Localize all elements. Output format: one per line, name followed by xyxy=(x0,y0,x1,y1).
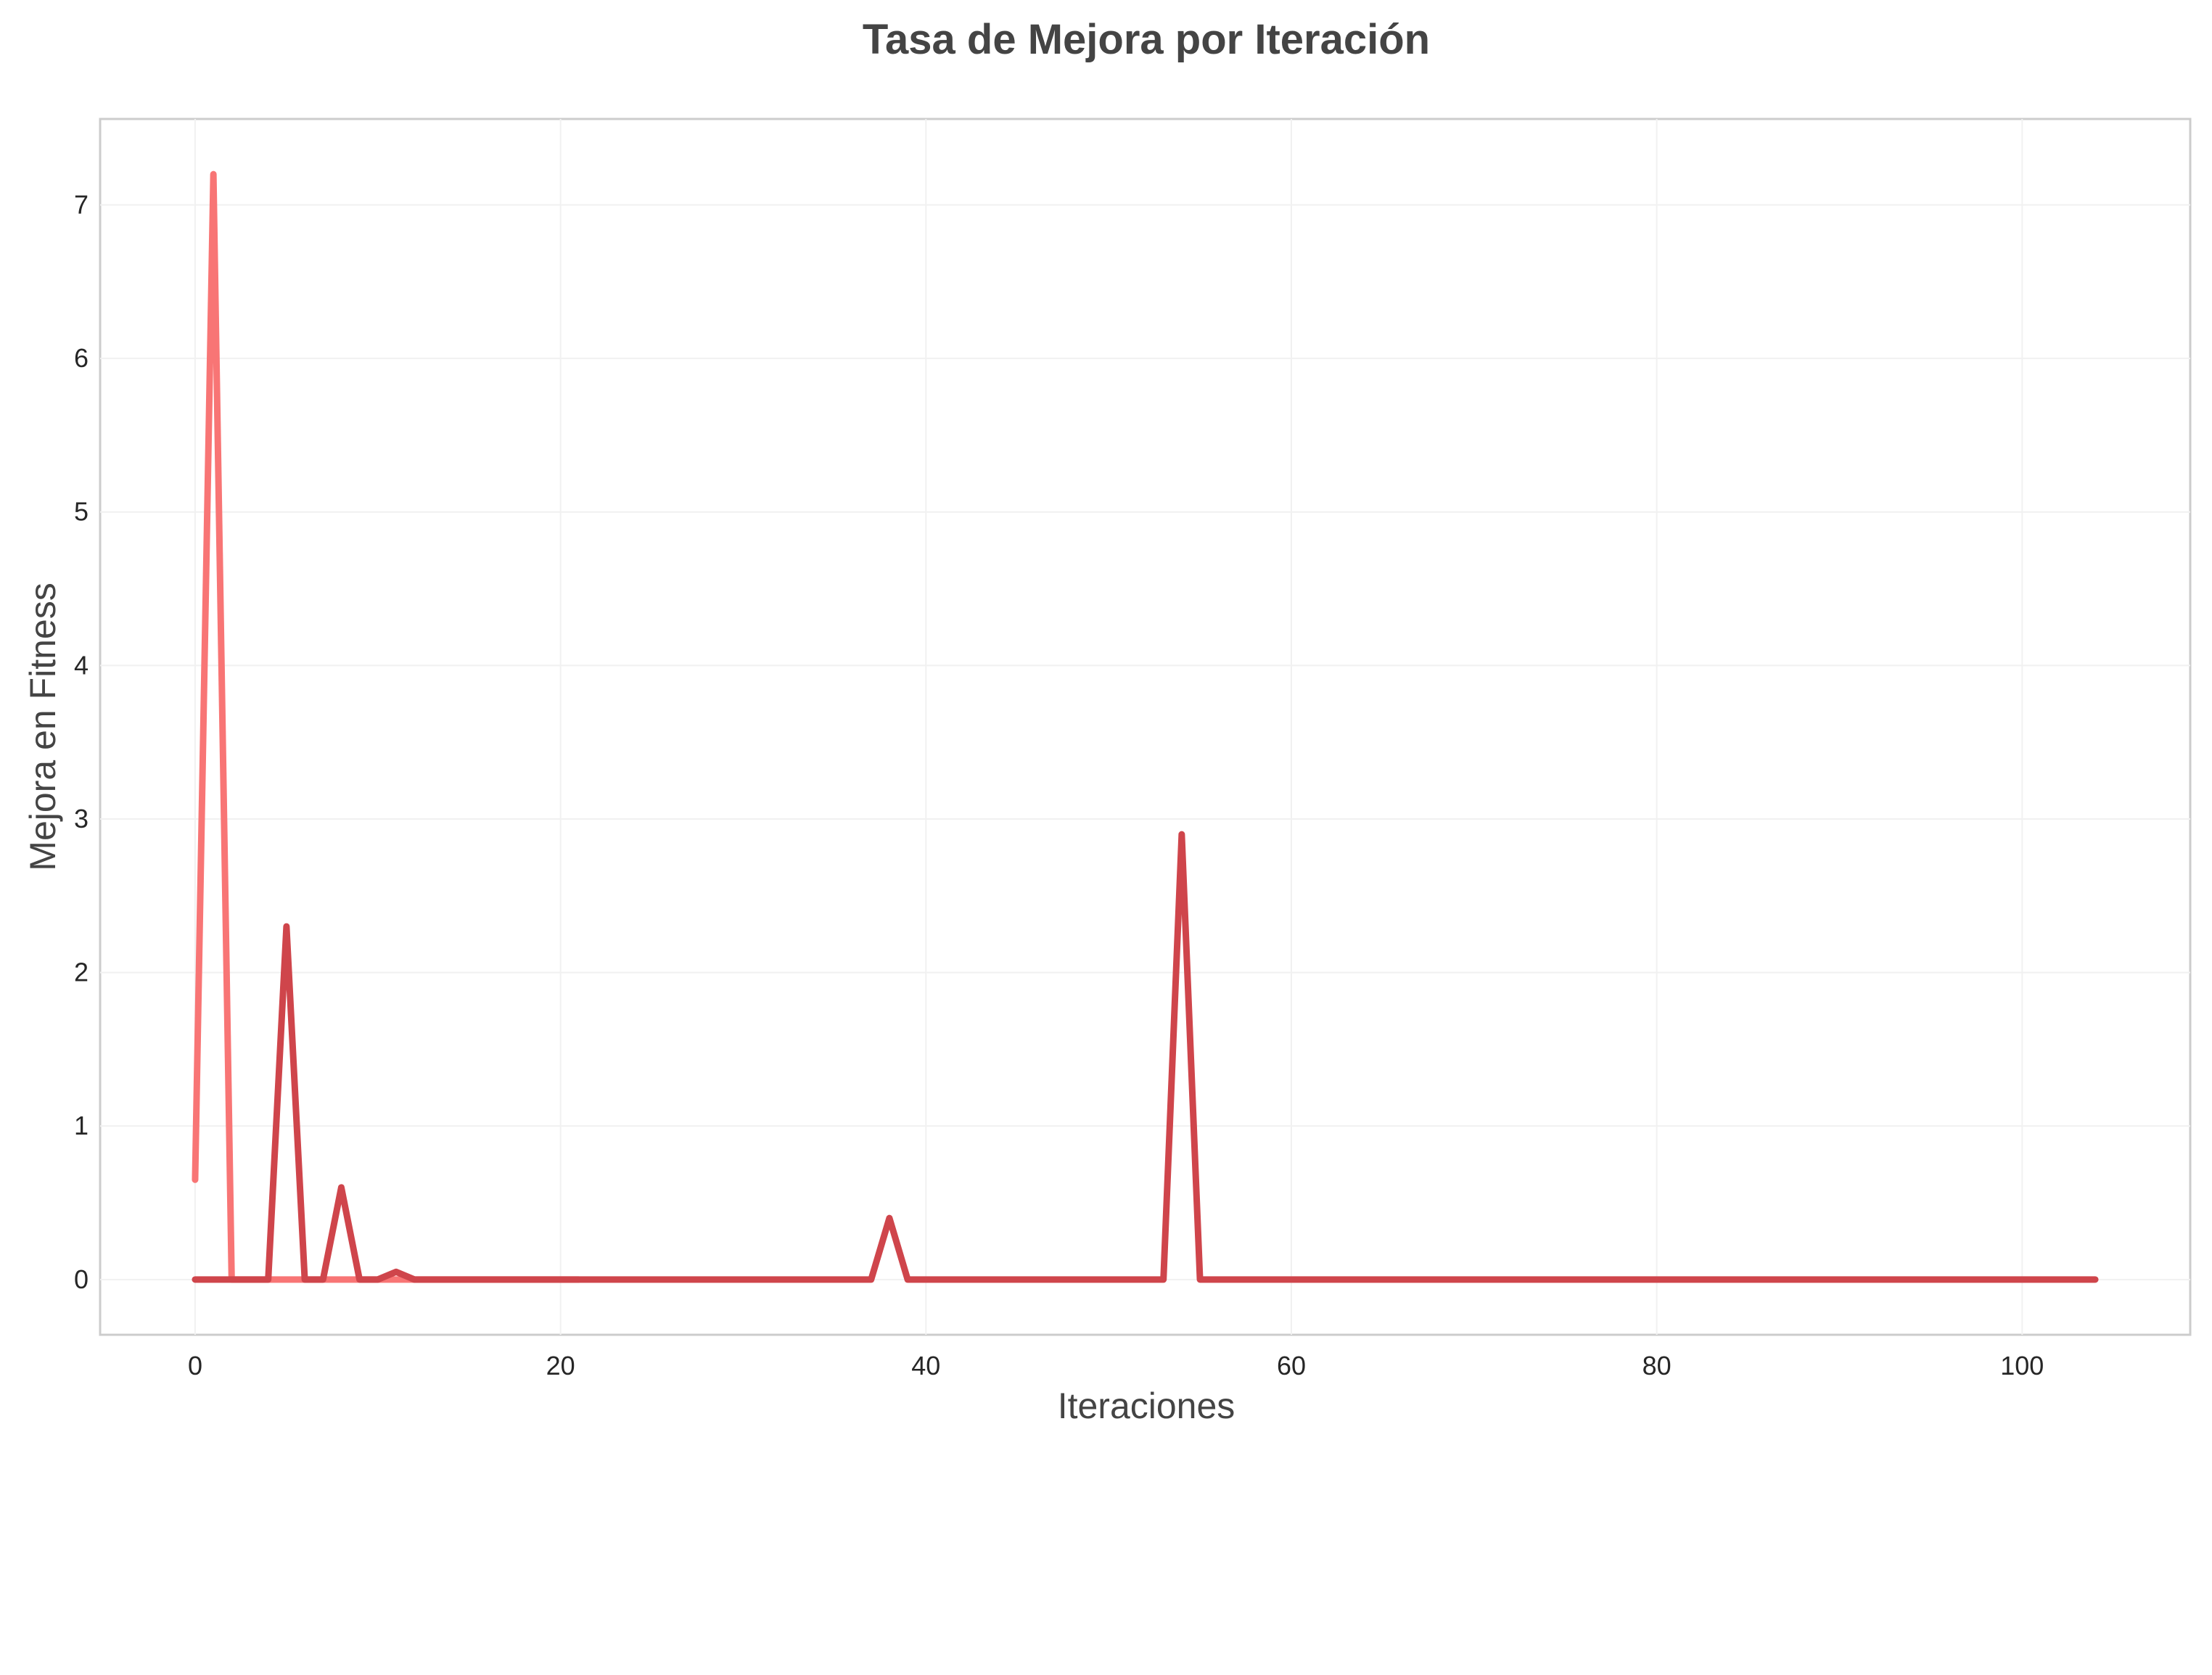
series-line-2 xyxy=(192,831,2099,1283)
grid-lines xyxy=(100,119,2190,1335)
x-tick-label: 40 xyxy=(911,1351,940,1380)
x-tick-label: 20 xyxy=(546,1351,575,1380)
y-tick-label: 2 xyxy=(74,958,89,987)
y-tick-label: 3 xyxy=(74,804,89,834)
x-tick-label: 60 xyxy=(1277,1351,1306,1380)
y-tick-label: 0 xyxy=(74,1264,89,1294)
plot-area xyxy=(99,118,2192,1336)
y-tick-label: 1 xyxy=(74,1111,89,1140)
y-axis-label: Mejora en Fitness xyxy=(22,583,63,871)
chart-title: Tasa de Mejora por Iteración xyxy=(863,16,1430,63)
y-tick-label: 7 xyxy=(74,190,89,220)
y-tick-label: 4 xyxy=(74,650,89,680)
axis-ticks: 0 20 40 60 80 100 0 1 2 3 4 5 6 7 xyxy=(74,190,2044,1380)
y-tick-label: 6 xyxy=(74,343,89,373)
x-axis-label: Iteraciones xyxy=(1058,1386,1235,1426)
y-tick-label: 5 xyxy=(74,497,89,527)
x-tick-label: 80 xyxy=(1642,1351,1672,1380)
series-lines xyxy=(192,170,2099,1283)
x-tick-label: 0 xyxy=(188,1351,202,1380)
x-tick-label: 100 xyxy=(2000,1351,2044,1380)
